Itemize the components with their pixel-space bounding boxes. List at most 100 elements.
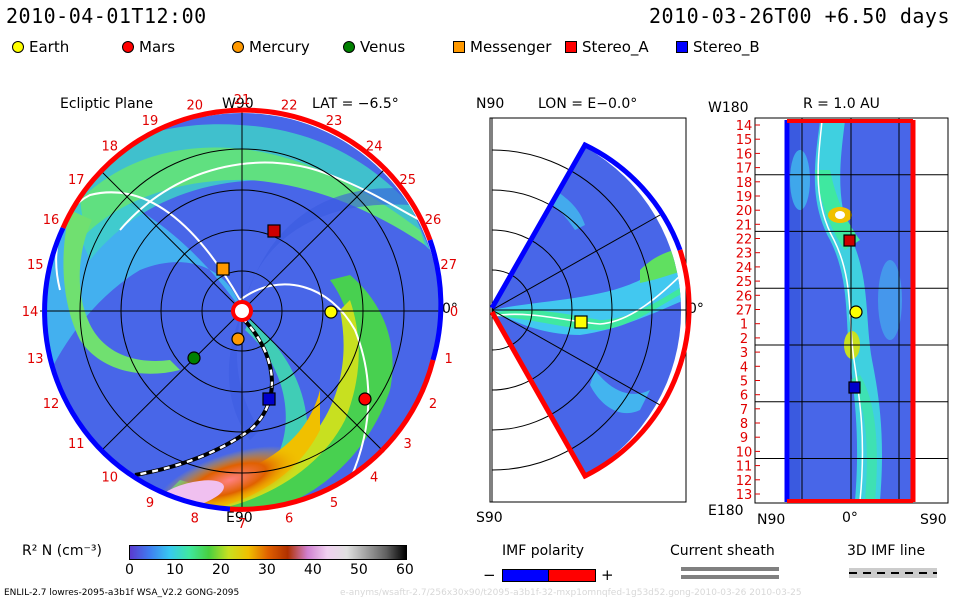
carrington-tick-label: 24 (366, 139, 383, 154)
meridional-top-label: N90 (476, 96, 505, 112)
footer-model-info: ENLIL-2.7 lowres-2095-a3b1f WSA_V2.2 GON… (4, 588, 240, 598)
colorbar-ticks: 0 10 20 30 40 50 60 (125, 562, 414, 580)
mercury-marker-icon (231, 332, 245, 346)
radial-row-label: 21 (736, 218, 753, 233)
legend-earth: Earth (12, 38, 69, 56)
radial-x-left: N90 (757, 512, 786, 528)
radial-row-label: 15 (736, 133, 753, 148)
carrington-tick-label: 8 (191, 512, 199, 527)
carrington-tick-label: 5 (330, 496, 338, 511)
colorbar-tick: 0 (125, 562, 134, 578)
radial-row-label: 20 (736, 204, 753, 219)
imf-line-label: 3D IMF line (847, 543, 926, 559)
legend-stereo-b: Stereo_B (676, 38, 760, 56)
carrington-tick-label: 16 (43, 213, 60, 228)
radial-x-right: S90 (920, 512, 947, 528)
radial-row-label: 14 (736, 119, 753, 134)
meridional-right-label: 0° (688, 301, 704, 317)
run-info: 2010-03-26T00 +6.50 days (649, 4, 950, 28)
stereo-b-marker-icon (676, 41, 688, 53)
sun-icon (231, 300, 253, 322)
colorbar-tick: 60 (396, 562, 414, 578)
stereo-a-marker-icon (267, 224, 281, 238)
stereo-a-marker-icon (843, 234, 856, 247)
radial-row-label: 3 (740, 346, 748, 361)
carrington-tick-label: 14 (22, 305, 39, 320)
earth-marker-icon (12, 41, 24, 53)
carrington-tick-label: 27 (440, 258, 457, 273)
legend-label: Stereo_A (582, 38, 649, 56)
imf-positive-sign: + (601, 566, 614, 584)
venus-marker-icon (187, 351, 201, 365)
carrington-tick-label: 11 (68, 437, 85, 452)
ecliptic-lat: LAT = −6.5° (312, 96, 399, 112)
carrington-tick-label: 9 (146, 496, 154, 511)
ecliptic-right-label: 0° (442, 301, 458, 317)
density-colorbar (129, 545, 407, 560)
legend-label: Venus (360, 38, 406, 56)
carrington-tick-label: 23 (326, 114, 343, 129)
legend-label: Stereo_B (693, 38, 760, 56)
carrington-tick-label: 21 (234, 93, 251, 108)
carrington-tick-label: 6 (285, 512, 293, 527)
meridional-bottom-label: S90 (476, 510, 503, 526)
radial-row-label: 17 (736, 162, 753, 177)
imf-polarity-label: IMF polarity (502, 543, 585, 559)
mars-marker-icon (122, 41, 134, 53)
colorbar-tick: 10 (166, 562, 184, 578)
legend-label: Messenger (470, 38, 552, 56)
carrington-tick-label: 17 (68, 173, 85, 188)
radial-row-label: 10 (736, 445, 753, 460)
carrington-tick-label: 10 (102, 471, 119, 486)
meridional-lon: LON = E−0.0° (538, 96, 638, 112)
radial-r-label: R = 1.0 AU (803, 96, 880, 112)
legend-messenger: Messenger (453, 38, 551, 56)
legend-stereo-a: Stereo_A (565, 38, 649, 56)
meridional-boundary-positive (489, 249, 692, 480)
venus-marker-icon (343, 41, 355, 53)
current-sheath-label: Current sheath (670, 543, 775, 559)
mars-marker-icon (358, 392, 372, 406)
carrington-tick-label: 12 (43, 397, 60, 412)
earth-marker-icon (849, 305, 863, 319)
earth-marker-icon (574, 315, 588, 329)
ecliptic-title: Ecliptic Plane (60, 96, 154, 112)
carrington-tick-label: 0 (450, 305, 458, 320)
ecliptic-boundary-negative (427, 239, 444, 361)
imf-negative-swatch (502, 569, 550, 582)
legend-label: Mars (139, 38, 176, 56)
radial-row-label: 26 (736, 289, 753, 304)
current-sheath-swatch (681, 567, 779, 571)
earth-marker-icon (324, 305, 338, 319)
carrington-tick-label: 15 (27, 258, 44, 273)
legend-label: Mercury (249, 38, 310, 56)
legend-mercury: Mercury (232, 38, 310, 56)
radial-row-label: 13 (736, 488, 753, 503)
imf-positive-swatch (548, 569, 596, 582)
radial-row-label: 5 (740, 375, 748, 390)
legend-venus: Venus (343, 38, 405, 56)
radial-row-label: 16 (736, 147, 753, 162)
colorbar-tick: 50 (350, 562, 368, 578)
stereo-b-marker-icon (848, 381, 861, 394)
carrington-tick-label: 3 (404, 437, 412, 452)
radial-row-label: 11 (736, 460, 753, 475)
ecliptic-bottom-label: E90 (226, 510, 253, 526)
radial-row-label: 18 (736, 176, 753, 191)
carrington-tick-label: 18 (102, 139, 119, 154)
stereo-b-marker-icon (262, 392, 276, 406)
legend-mars: Mars (122, 38, 175, 56)
carrington-tick-label: 1 (445, 352, 453, 367)
carrington-tick-label: 20 (187, 98, 204, 113)
messenger-marker-icon (453, 41, 465, 53)
radial-row-label: 8 (740, 417, 748, 432)
carrington-tick-label: 19 (142, 114, 159, 129)
radial-x-mid: 0° (842, 510, 858, 526)
radial-row-label: 12 (736, 474, 753, 489)
carrington-tick-label: 22 (281, 98, 298, 113)
footer-run-path: e-anyms/wsaftr-2.7/256x30x90/t2095-a3b1f… (340, 588, 802, 598)
